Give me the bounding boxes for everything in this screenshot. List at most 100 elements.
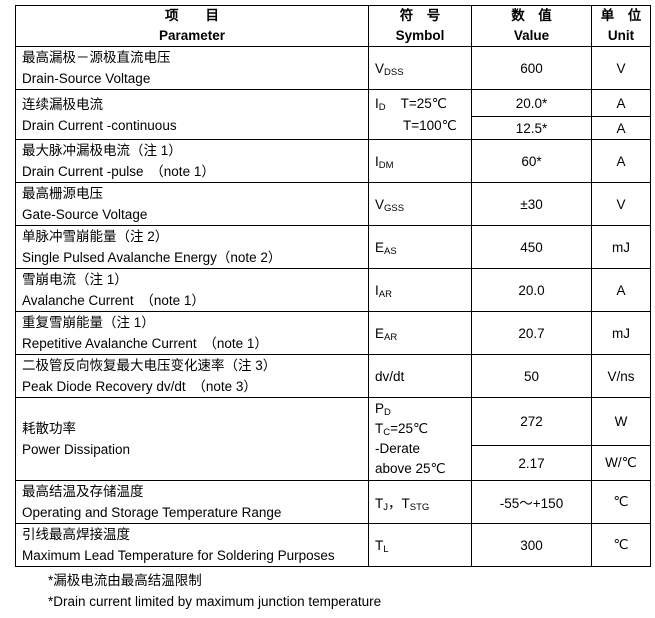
param-en: Peak Diode Recovery dv/dt （note 3）: [22, 379, 257, 394]
value-cell: 60*: [471, 139, 592, 183]
unit-cell: W/℃: [591, 445, 651, 481]
param-en: Drain-Source Voltage: [22, 71, 151, 86]
symbol: T: [375, 537, 384, 553]
symbol-cell: PD TC=25℃ -Derate above 25℃: [368, 397, 472, 481]
symbol-sub: DSS: [384, 66, 404, 78]
symbol-sub: D: [378, 101, 386, 113]
symbol-cell: VDSS: [368, 46, 472, 90]
parameter-cell: 单脉冲雪崩能量（注 2） Single Pulsed Avalanche Ener…: [15, 225, 369, 269]
symbol: V: [375, 196, 385, 212]
value-cell: 600: [471, 46, 592, 90]
symbol: E: [375, 325, 385, 341]
symbol-cell: IAR: [368, 268, 472, 312]
symbol: E: [375, 239, 385, 255]
symbol-cell: dv/dt: [368, 354, 472, 398]
symbol-sub: GSS: [384, 202, 405, 214]
footnote-en: *Drain current limited by maximum juncti…: [48, 594, 382, 609]
value-cell: ±30: [471, 182, 592, 226]
symbol: P: [375, 401, 385, 416]
parameter-cell: 雪崩电流（注 1） Avalanche Current （note 1）: [15, 268, 369, 312]
parameter-cell: 最高栅源电压 Gate-Source Voltage: [15, 182, 369, 226]
condition: T=25℃: [400, 95, 447, 111]
symbol: T: [375, 496, 384, 511]
header-value-en: Value: [513, 28, 550, 43]
value-cell: 20.0: [471, 268, 592, 312]
header-parameter-cn: 项 目: [165, 8, 219, 23]
header-symbol-cn: 符 号: [399, 8, 441, 23]
unit-cell: ℃: [591, 480, 651, 524]
symbol: I: [375, 282, 379, 298]
param-en: Avalanche Current （note 1）: [22, 293, 205, 308]
value-cell: 12.5*: [471, 116, 592, 140]
parameter-cell: 最高漏极－源极直流电压 Drain-Source Voltage: [15, 46, 369, 90]
unit-cell: A: [591, 268, 651, 312]
symbol-sub: AR: [378, 288, 392, 300]
symbol-sub: J: [383, 502, 388, 513]
value-cell: 2.17: [471, 445, 592, 481]
unit-cell: mJ: [591, 225, 651, 269]
condition: T=100℃: [403, 117, 457, 133]
symbol-cell: IDM: [368, 139, 472, 183]
param-cn: 单脉冲雪崩能量（注 2）: [22, 229, 169, 244]
symbol: V: [375, 60, 385, 76]
parameter-cell: 二极管反向恢复最大电压变化速率（注 3） Peak Diode Recovery …: [15, 354, 369, 398]
parameter-cell: 引线最高焊接温度 Maximum Lead Temperature for Sol…: [15, 523, 369, 567]
condition: =25℃: [390, 421, 429, 436]
param-cn: 耗散功率: [22, 421, 76, 436]
symbol-sub: STG: [409, 502, 430, 513]
value-cell: 20.0*: [471, 89, 592, 117]
param-en: Drain Current -continuous: [22, 117, 177, 133]
table-row: 单脉冲雪崩能量（注 2） Single Pulsed Avalanche Ener…: [15, 225, 651, 269]
value-cell: -55～+150: [471, 480, 592, 524]
header-value: 数 值 Value: [471, 5, 592, 47]
table-row: 引线最高焊接温度 Maximum Lead Temperature for Sol…: [15, 523, 651, 567]
param-cn: 二极管反向恢复最大电压变化速率（注 3）: [22, 358, 277, 373]
symbol: I: [375, 153, 379, 169]
footnotes: *漏极电流由最高结温限制 *Drain current limited by m…: [48, 570, 655, 612]
param-cn: 最高结温及存储温度: [22, 484, 144, 499]
param-en: Maximum Lead Temperature for Soldering P…: [22, 548, 335, 563]
condition: -Derate: [375, 441, 421, 456]
symbol-cell: VGSS: [368, 182, 472, 226]
header-symbol: 符 号 Symbol: [368, 5, 472, 47]
table-row: 最高栅源电压 Gate-Source Voltage VGSS ±30 V: [15, 182, 651, 226]
param-cn: 引线最高焊接温度: [22, 527, 130, 542]
parameter-cell: 耗散功率 Power Dissipation: [15, 397, 369, 481]
param-cn: 雪崩电流（注 1）: [22, 272, 128, 287]
param-en: Single Pulsed Avalanche Energy（note 2）: [22, 250, 282, 265]
table-row: 耗散功率 Power Dissipation PD TC=25℃ -Derate …: [15, 397, 651, 481]
header-unit: 单 位 Unit: [591, 5, 651, 47]
unit-cell: ℃: [591, 523, 651, 567]
value-cell: 450: [471, 225, 592, 269]
condition: T: [375, 421, 384, 436]
table-row: 雪崩电流（注 1） Avalanche Current （note 1） IAR …: [15, 268, 651, 312]
value-cell: 50: [471, 354, 592, 398]
symbol-sub: DM: [378, 159, 394, 171]
parameter-cell: 重复雪崩能量（注 1） Repetitive Avalanche Current …: [15, 311, 369, 355]
symbol: I: [375, 95, 379, 111]
condition-sub: C: [383, 427, 391, 438]
table-subrow: 12.5* A: [16, 116, 651, 140]
symbol-cell: EAS: [368, 225, 472, 269]
parameter-cell: 最大脉冲漏极电流（注 1） Drain Current -pulse （note …: [15, 139, 369, 183]
symbol-sub: AS: [384, 245, 397, 257]
value-cell: 300: [471, 523, 592, 567]
table-row: 二极管反向恢复最大电压变化速率（注 3） Peak Diode Recovery …: [15, 354, 651, 398]
param-cn: 最高栅源电压: [22, 186, 103, 201]
header-row: 项 目 Parameter 符 号 Symbol 数 值 Value 单 位 Unit: [15, 5, 651, 47]
table-row: 最高漏极－源极直流电压 Drain-Source Voltage VDSS 600…: [15, 46, 651, 90]
param-en: Operating and Storage Temperature Range: [22, 505, 282, 520]
param-en: Repetitive Avalanche Current （note 1）: [22, 336, 268, 351]
table-row: 最高结温及存储温度 Operating and Storage Temperatu…: [15, 480, 651, 524]
table-row: 最大脉冲漏极电流（注 1） Drain Current -pulse （note …: [15, 139, 651, 183]
symbol: ，T: [388, 496, 410, 511]
symbol-sub: AR: [384, 331, 398, 343]
symbol-sub: L: [383, 543, 389, 555]
footnote-cn: *漏极电流由最高结温限制: [48, 573, 202, 588]
header-unit-en: Unit: [607, 28, 635, 43]
unit-cell: V/ns: [591, 354, 651, 398]
header-value-cn: 数 值: [511, 8, 552, 23]
unit-cell: V: [591, 182, 651, 226]
parameter-cell: 连续漏极电流 Drain Current -continuous: [15, 89, 369, 140]
